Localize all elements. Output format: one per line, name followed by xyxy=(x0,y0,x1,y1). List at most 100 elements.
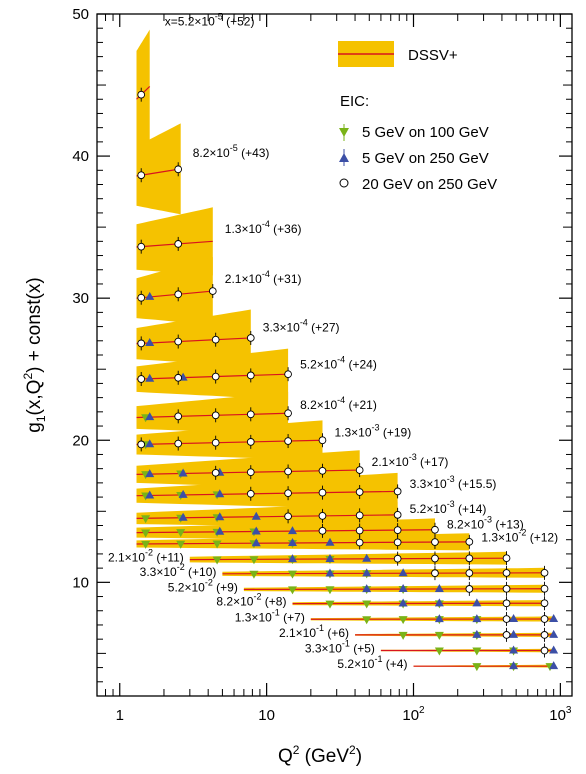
y-axis-title-superscript: 2 xyxy=(21,373,35,380)
y-axis-title-part: (x,Q xyxy=(24,380,45,416)
data-point-circle xyxy=(465,569,474,577)
bin-label: 1.3×10-2 (+12) xyxy=(481,527,558,544)
data-point-circle xyxy=(246,371,255,380)
data-point-triangle-up xyxy=(434,583,444,592)
bin-label-offset: (+5) xyxy=(350,642,375,656)
data-point-triangle-up xyxy=(287,526,297,535)
data-point-circle xyxy=(246,438,255,446)
data-point-triangle-up xyxy=(145,439,155,448)
bin-label-offset: (+12) xyxy=(526,530,558,544)
data-point-triangle-down xyxy=(362,616,372,625)
data-point-triangle-up xyxy=(287,554,297,563)
data-point-circle xyxy=(393,554,402,563)
data-point-circle xyxy=(174,240,183,248)
bin-label-offset: (+36) xyxy=(270,222,302,236)
data-point-triangle-up xyxy=(251,526,261,535)
bin-label-offset: (+19) xyxy=(380,425,412,439)
data-point-circle xyxy=(137,171,146,180)
bin-label-exponent: -2 xyxy=(177,562,185,572)
bin-label-exponent: -2 xyxy=(253,592,261,602)
data-point-circle xyxy=(174,412,183,421)
data-point-circle xyxy=(174,290,183,299)
data-point-circle xyxy=(540,568,549,577)
data-point-triangle-down xyxy=(398,631,408,640)
legend-marker-open-circle xyxy=(339,178,349,188)
x-axis-title-part: (GeV xyxy=(299,746,349,767)
bin-label: 3.3×10-4 (+27) xyxy=(263,317,340,334)
data-point-triangle-down xyxy=(362,600,372,609)
bin-label-offset: (+4) xyxy=(382,657,407,671)
data-point-triangle-up xyxy=(509,629,519,638)
bin-label-exponent: -2 xyxy=(518,527,526,537)
x-tick-label: 103 xyxy=(549,705,572,724)
bin-label-exponent: -3 xyxy=(447,499,455,509)
bin-label-offset: (+13) xyxy=(492,517,524,531)
data-point-circle xyxy=(211,411,220,420)
data-point-triangle-down xyxy=(434,647,444,656)
uncertainty-band xyxy=(136,391,289,435)
central-line xyxy=(136,541,470,545)
bin-label-mantissa: 2.1×10 xyxy=(225,272,262,286)
data-point-triangle-down xyxy=(212,556,222,565)
data-point-circle xyxy=(137,242,146,251)
data-point-circle xyxy=(211,372,220,381)
bin-label-exponent: -3 xyxy=(409,452,417,462)
data-point-triangle-down xyxy=(249,556,259,565)
data-point-triangle-up xyxy=(251,511,261,520)
data-point-triangle-down xyxy=(434,631,444,640)
data-point-triangle-up xyxy=(325,568,335,577)
uncertainty-band xyxy=(136,257,213,326)
data-point-circle xyxy=(355,466,364,474)
bin-label: 2.1×10-3 (+17) xyxy=(372,452,449,469)
data-point-circle xyxy=(211,468,220,477)
bin-label: 2.1×10-4 (+31) xyxy=(225,269,302,286)
data-point-triangle-down xyxy=(287,586,297,595)
data-point-circle xyxy=(502,599,511,608)
data-point-triangle-up xyxy=(549,645,559,654)
data-point-triangle-up xyxy=(325,553,335,562)
uncertainty-band xyxy=(136,420,323,461)
uncertainty-band xyxy=(136,348,289,400)
data-point-circle xyxy=(393,526,402,534)
uncertainty-band xyxy=(136,207,213,276)
bin-label-exponent: -1 xyxy=(272,607,280,617)
data-point-circle xyxy=(502,631,511,639)
bin-label-mantissa: 2.1×10 xyxy=(372,455,409,469)
data-point-triangle-up xyxy=(398,568,408,577)
x-axis-title-part: Q xyxy=(278,746,293,767)
legend: DSSV+ EIC: 5 GeV on 100 GeV 5 GeV on 250… xyxy=(338,41,497,193)
bin-label: 8.2×10-4 (+21) xyxy=(300,395,377,412)
data-point-triangle-down xyxy=(176,529,186,538)
bin-label-mantissa: 8.2×10 xyxy=(300,398,337,412)
data-point-circle xyxy=(502,569,511,577)
bin-label: 8.2×10-2 (+8) xyxy=(216,592,286,609)
bin-label-exponent: -5 xyxy=(215,11,223,21)
central-line xyxy=(222,572,545,575)
data-point-circle xyxy=(137,339,146,348)
bin-label-exponent: -4 xyxy=(262,219,270,229)
bin-label-mantissa: 5.2×10 xyxy=(337,657,374,671)
bin-label: 8.2×10-5 (+43) xyxy=(193,143,270,160)
y-axis-title: g1(x,Q2) + const(x) xyxy=(21,277,48,432)
data-point-circle xyxy=(393,487,402,496)
bin-label-exponent: -2 xyxy=(145,548,153,558)
data-point-triangle-up xyxy=(287,537,297,546)
pseudo-data-points xyxy=(137,87,559,672)
bin-label-exponent: -3 xyxy=(447,474,455,484)
bin-label-offset: (+10) xyxy=(185,565,217,579)
data-point-circle xyxy=(246,489,255,498)
uncertainty-band xyxy=(136,123,181,215)
bin-label-offset: (+52) xyxy=(223,14,255,28)
x-tick-label-base: 10 xyxy=(258,707,275,724)
data-point-circle xyxy=(284,409,292,418)
x-tick-label-exponent: 2 xyxy=(419,705,425,716)
bin-label: 5.2×10-3 (+14) xyxy=(410,499,487,516)
data-point-circle xyxy=(431,554,439,563)
data-point-triangle-up xyxy=(325,537,335,546)
bin-label-offset: (+31) xyxy=(270,272,302,286)
data-point-triangle-up xyxy=(178,468,188,477)
data-point-triangle-up xyxy=(509,614,519,623)
bin-label-offset: (+24) xyxy=(345,358,377,372)
data-point-triangle-up xyxy=(398,598,408,607)
